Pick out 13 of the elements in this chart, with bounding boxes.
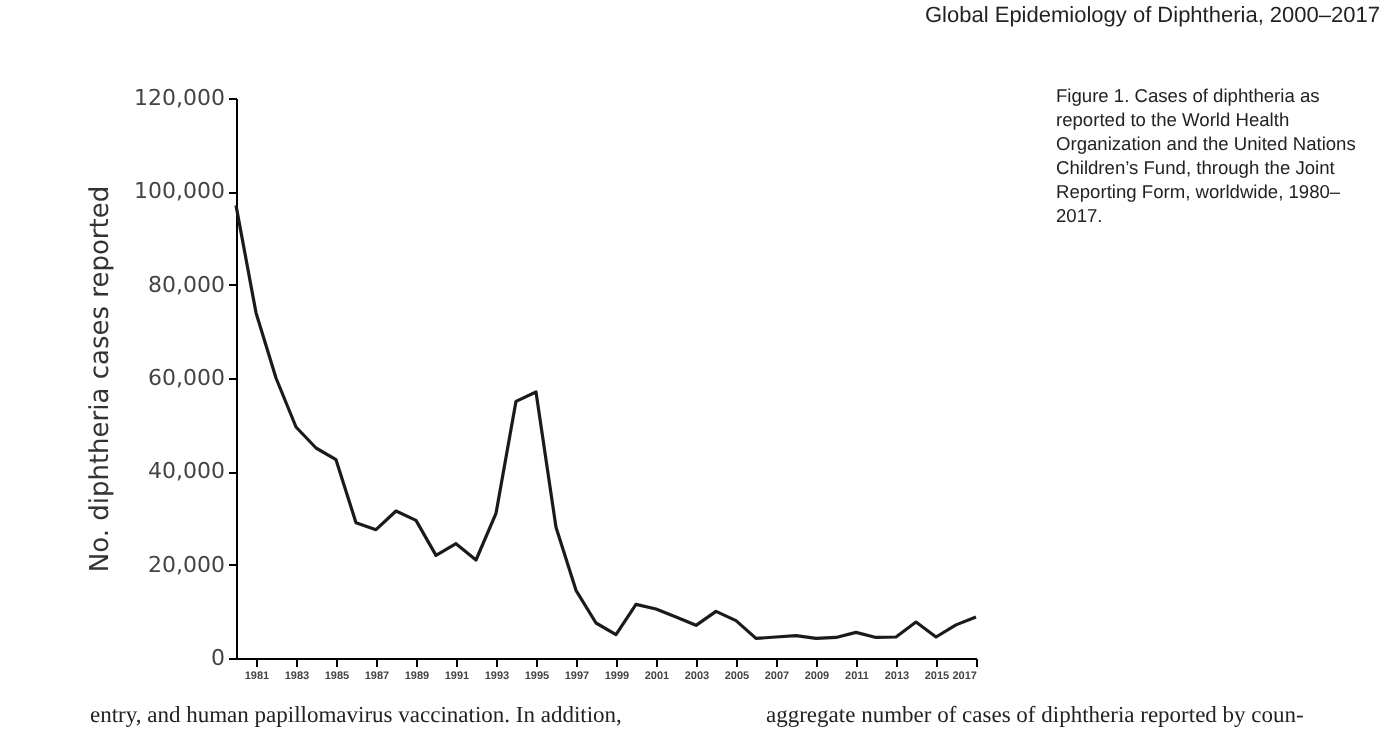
line-series: [234, 203, 978, 640]
text: entry, and human papillomavirus vaccination. In addition,: [90, 704, 624, 728]
y-tick-label: 40,000: [148, 458, 225, 485]
caption: Figure 1. Cases of diphtheria as reported to the World Health Organization and the United Nations Children’s Fund, through the Joint Reporting Form, worldwide, 1980–2017.: [1056, 84, 1356, 228]
y-tick-label: 20,000: [148, 551, 225, 578]
y-tick-label: 0: [211, 645, 225, 671]
y-tick-label: 60,000: [148, 365, 225, 391]
text: aggregate number of cases of diphtheria reported by coun-: [766, 704, 1306, 728]
y-tick-label: 100,000: [134, 178, 225, 205]
y-axis-title: No. diphtheria cases reported: [86, 185, 117, 573]
y-tick-label: 80,000: [148, 271, 225, 298]
y-tick-label: 120,000: [134, 85, 225, 111]
text: Global Epidemiology of Diphtheria, 2000–2017: [923, 4, 1380, 28]
